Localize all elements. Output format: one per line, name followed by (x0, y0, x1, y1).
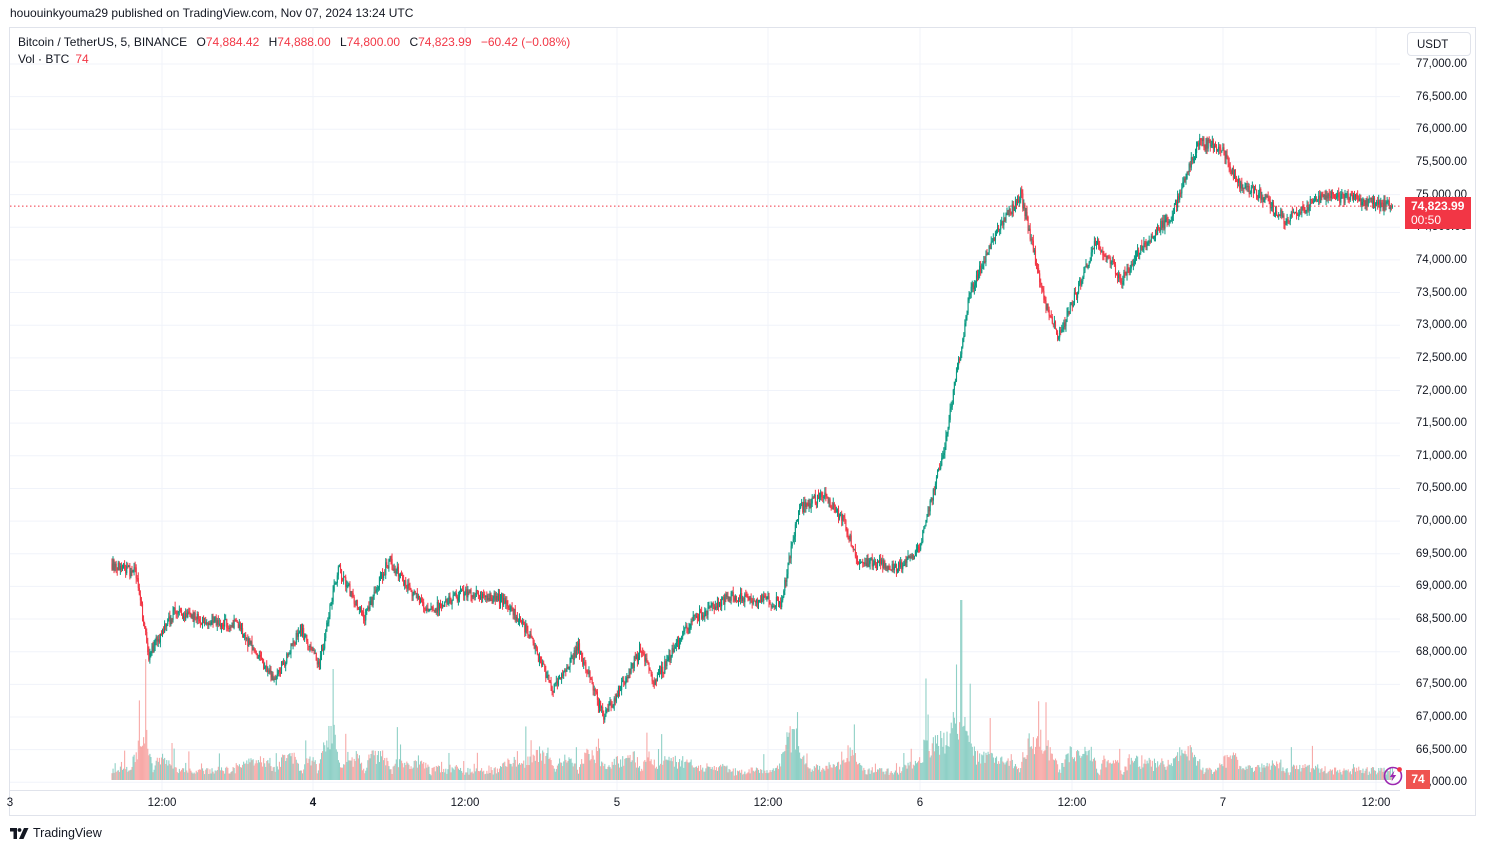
volume-badge: 74 (1406, 770, 1430, 789)
chart-legend: Bitcoin / TetherUS, 5, BINANCE O74,884.4… (18, 34, 570, 68)
price-tick: 70,500.00 (1415, 482, 1467, 495)
price-tick: 70,000.00 (1415, 515, 1467, 528)
currency-selector[interactable]: USDT (1407, 32, 1471, 56)
chart-plot-area[interactable] (10, 28, 1400, 790)
time-tick: 7 (1219, 797, 1227, 809)
symbol-title[interactable]: Bitcoin / TetherUS, 5, BINANCE (18, 35, 188, 49)
volume-row: Vol · BTC 74 (18, 51, 570, 68)
low-label: L (340, 35, 347, 49)
tradingview-brand[interactable]: TradingView (10, 826, 102, 840)
last-price-label: 74,823.99 00:50 (1405, 197, 1471, 229)
close-value: 74,823.99 (418, 35, 472, 49)
price-tick: 73,500.00 (1415, 286, 1467, 299)
ohlc-row: Bitcoin / TetherUS, 5, BINANCE O74,884.4… (18, 34, 570, 51)
brand-name: TradingView (33, 826, 102, 840)
time-tick: 12:00 (450, 797, 480, 809)
high-value: 74,888.00 (277, 35, 331, 49)
price-tick: 72,000.00 (1415, 384, 1467, 397)
time-tick: 4 (309, 797, 317, 809)
price-tick: 76,500.00 (1415, 90, 1467, 103)
candlestick-chart[interactable] (10, 28, 1400, 790)
volume-value: 74 (75, 52, 89, 66)
price-tick: 74,000.00 (1415, 253, 1467, 266)
time-tick: 12:00 (753, 797, 783, 809)
time-tick: 12:00 (1361, 797, 1391, 809)
price-tick: 68,000.00 (1415, 645, 1467, 658)
open-label: O (196, 35, 206, 49)
price-tick: 71,500.00 (1415, 417, 1467, 430)
time-tick: 3 (6, 797, 14, 809)
change-value: −60.42 (−0.08%) (480, 35, 571, 49)
price-tick: 76,000.00 (1415, 123, 1467, 136)
close-label: C (409, 35, 419, 49)
price-tick: 71,000.00 (1415, 449, 1467, 462)
time-tick: 12:00 (1057, 797, 1087, 809)
time-tick: 12:00 (147, 797, 177, 809)
volume-label[interactable]: Vol · BTC (18, 52, 70, 66)
low-value: 74,800.00 (346, 35, 401, 49)
bar-countdown: 00:50 (1411, 213, 1442, 227)
price-tick: 67,000.00 (1415, 711, 1467, 723)
price-axis[interactable]: 77,000.00 76,500.00 76,000.00 75,500.00 75,0… (1400, 28, 1475, 790)
last-price-value: 74,823.99 (1411, 199, 1465, 213)
high-label: H (268, 35, 278, 49)
price-tick: 69,500.00 (1415, 547, 1467, 560)
lightning-icon[interactable] (1383, 766, 1403, 786)
open-value: 74,884.42 (205, 35, 260, 49)
time-tick: 6 (916, 797, 924, 809)
published-caption: hououinkyouma29 published on TradingView… (10, 6, 414, 20)
price-tick: 77,000.00 (1415, 58, 1467, 70)
price-tick: 73,000.00 (1415, 319, 1467, 332)
tradingview-logo-icon (10, 827, 29, 839)
price-tick: 66,500.00 (1415, 743, 1467, 756)
price-tick: 67,500.00 (1415, 678, 1467, 691)
price-tick: 75,500.00 (1415, 155, 1467, 168)
time-tick: 5 (613, 797, 621, 809)
price-tick: 69,000.00 (1415, 580, 1467, 593)
time-axis[interactable]: 3 12:00 4 12:00 5 12:00 6 12:00 7 12:00 (6, 790, 1400, 816)
price-tick: 68,500.00 (1415, 613, 1467, 626)
price-tick: 72,500.00 (1415, 351, 1467, 364)
